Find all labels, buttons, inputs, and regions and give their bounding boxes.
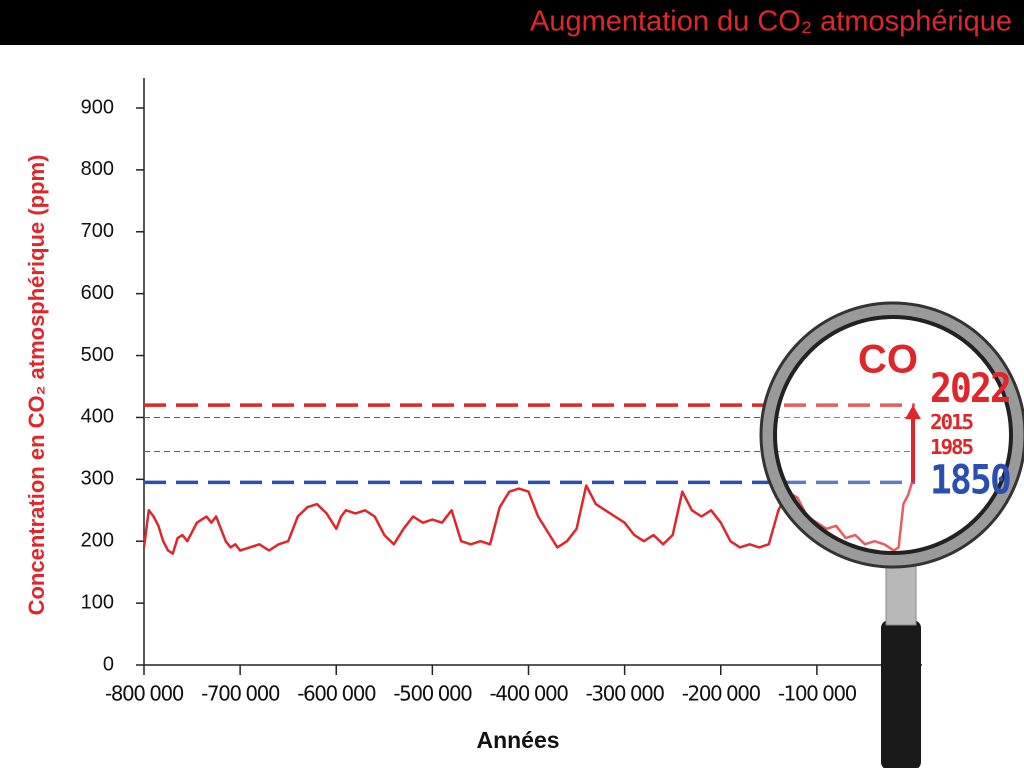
y-tick-label: 900 bbox=[81, 96, 114, 118]
annotation: CO bbox=[858, 338, 918, 382]
magnifier-inner-rim bbox=[773, 315, 1013, 555]
x-tick-label: -300 000 bbox=[586, 682, 665, 706]
title-banner bbox=[0, 0, 1024, 45]
magnifier-lens bbox=[761, 303, 1024, 567]
y-tick-label: 700 bbox=[81, 220, 114, 242]
chart-title: Augmentation du CO₂ atmosphérique bbox=[530, 6, 1012, 38]
x-tick-label: -800 000 bbox=[105, 682, 184, 706]
reference-label: 1985 bbox=[930, 435, 973, 459]
x-tick-label: -200 000 bbox=[682, 682, 761, 706]
x-tick-label: -400 000 bbox=[490, 682, 569, 706]
y-tick-label: 300 bbox=[81, 468, 114, 490]
y-tick-label: 800 bbox=[81, 158, 114, 180]
y-tick-label: 100 bbox=[81, 591, 114, 613]
magnifier-rim bbox=[759, 301, 1024, 569]
y-tick-label: 200 bbox=[81, 530, 114, 552]
reference-label: 2015 bbox=[930, 410, 973, 434]
x-tick-label: -600 000 bbox=[297, 682, 376, 706]
reference-label: 2022 bbox=[930, 366, 1010, 412]
y-tick-label: 500 bbox=[81, 344, 114, 366]
x-tick-label: -500 000 bbox=[393, 682, 472, 706]
x-tick-label: -100 000 bbox=[778, 682, 857, 706]
y-tick-label: 400 bbox=[81, 406, 114, 428]
y-tick-label: 0 bbox=[103, 653, 114, 675]
x-tick-label: -700 000 bbox=[201, 682, 280, 706]
magnifier-neck bbox=[885, 564, 917, 626]
plot-area: 0 100 200 300 400 500 600 700 800 900 -800 000 -700… bbox=[81, 78, 922, 706]
rise-arrowhead bbox=[905, 405, 921, 420]
magnifier bbox=[759, 301, 1024, 770]
x-axis-label: Années bbox=[476, 727, 559, 753]
magnifier-handle bbox=[881, 620, 921, 770]
reference-label: 1850 bbox=[930, 457, 1010, 503]
y-axis-label: Concentration en CO₂ atmosphérique (ppm) bbox=[24, 155, 49, 616]
y-tick-label: 600 bbox=[81, 282, 114, 304]
